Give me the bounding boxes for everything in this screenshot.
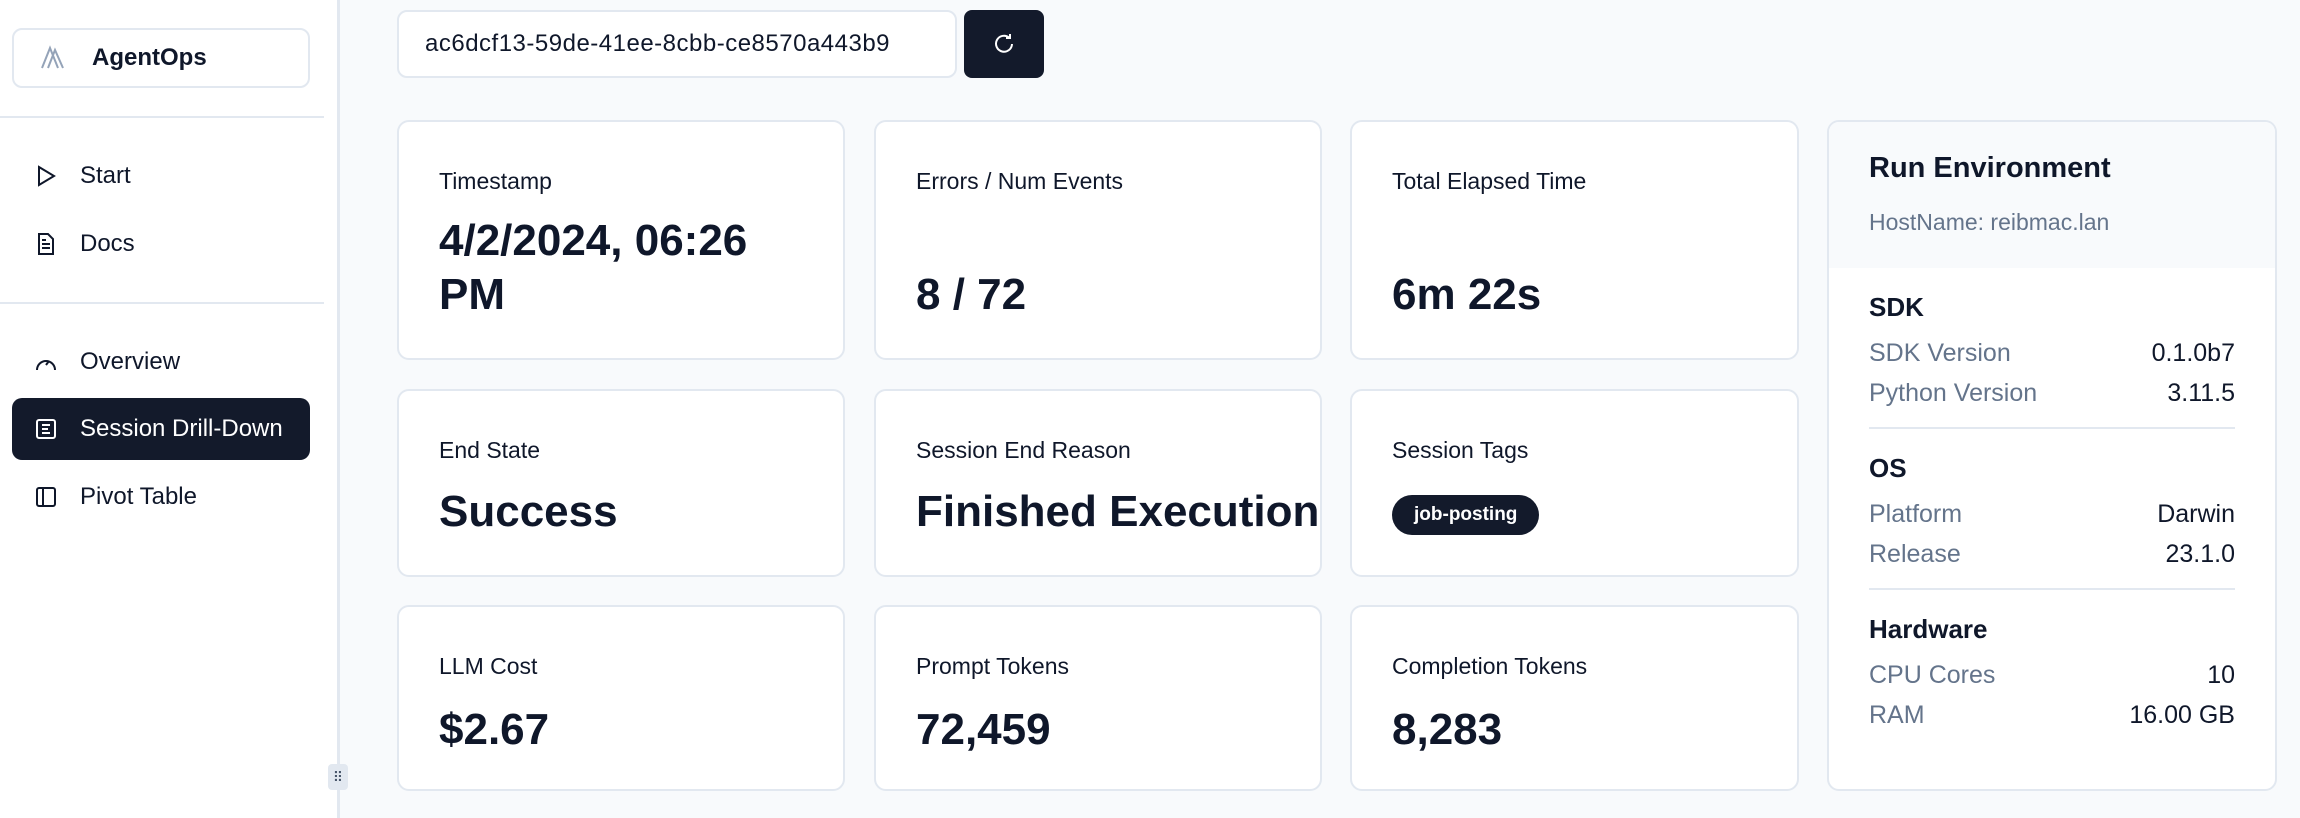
sidebar-item-label: Overview <box>80 348 181 375</box>
section-title: Hardware <box>1869 614 1988 644</box>
env-key: Python Version <box>1869 379 2038 407</box>
play-icon <box>38 165 56 187</box>
env-hostname: HostName: reibmac.lan <box>1869 209 2110 235</box>
card-label: End State <box>439 437 541 463</box>
env-value: 10 <box>2207 661 2235 689</box>
env-header: Run Environment HostName: reibmac.lan <box>1829 122 2275 268</box>
card-label: Session End Reason <box>916 437 1131 463</box>
card-value: Success <box>439 487 618 536</box>
session-tags-card: Session Tags job-posting <box>1350 389 1799 577</box>
card-value: 4/2/2024, 06:26 PM <box>439 216 748 319</box>
brand-logo[interactable]: AgentOps <box>12 28 310 88</box>
sidebar-item-pivot-table[interactable]: Pivot Table <box>12 466 310 528</box>
divider <box>1869 427 2235 429</box>
env-key: Platform <box>1869 500 1963 528</box>
sidebar-item-label: Session Drill-Down <box>80 415 283 442</box>
columns-icon <box>36 487 56 507</box>
card-value: 8,283 <box>1392 705 1503 754</box>
env-section-sdk: SDK SDK Version 0.1.0b7 Python Version 3.1… <box>1829 292 2275 413</box>
env-key: SDK Version <box>1869 339 2011 367</box>
timestamp-card: Timestamp 4/2/2024, 06:26 PM <box>397 120 845 360</box>
env-key: RAM <box>1869 701 1925 729</box>
card-value: Finished Execution <box>916 487 1320 536</box>
llm-cost-card: LLM Cost $2.67 <box>397 605 845 791</box>
env-row: Platform Darwin <box>1869 494 2235 534</box>
card-label: LLM Cost <box>439 653 538 679</box>
session-id-input[interactable]: ac6dcf13-59de-41ee-8cbb-ce8570a443b9 <box>397 10 957 78</box>
agentops-logo-icon <box>41 45 64 69</box>
document-icon <box>38 233 54 255</box>
card-label: Errors / Num Events <box>916 168 1124 194</box>
sidebar-item-start[interactable]: Start <box>12 145 310 207</box>
env-row: RAM 16.00 GB <box>1869 695 2235 735</box>
env-key: CPU Cores <box>1869 661 1996 689</box>
gauge-icon <box>36 360 56 371</box>
prompt-tokens-card: Prompt Tokens 72,459 <box>874 605 1322 791</box>
errors-card: Errors / Num Events 8 / 72 <box>874 120 1322 360</box>
elapsed-time-card: Total Elapsed Time 6m 22s <box>1350 120 1799 360</box>
sidebar-item-label: Start <box>80 162 131 189</box>
card-label: Completion Tokens <box>1392 653 1588 679</box>
section-title: OS <box>1869 453 1907 483</box>
env-row: SDK Version 0.1.0b7 <box>1869 333 2235 373</box>
divider <box>1869 588 2235 590</box>
divider <box>0 302 324 304</box>
card-label: Session Tags <box>1392 437 1529 463</box>
brand-name: AgentOps <box>92 44 207 71</box>
card-value: 6m 22s <box>1392 270 1542 319</box>
completion-tokens-card: Completion Tokens 8,283 <box>1350 605 1799 791</box>
env-row: Release 23.1.0 <box>1869 534 2235 574</box>
tag-badge[interactable]: job-posting <box>1392 495 1540 535</box>
sidebar-item-label: Docs <box>80 230 135 257</box>
sidebar-item-session-drill-down[interactable]: Session Drill-Down <box>12 398 310 460</box>
env-value: Darwin <box>2157 500 2235 528</box>
refresh-button[interactable] <box>964 10 1044 78</box>
env-key: Release <box>1869 540 1961 568</box>
env-section-hardware: Hardware CPU Cores 10 RAM 16.00 GB <box>1829 614 2275 735</box>
end-state-card: End State Success <box>397 389 845 577</box>
env-value: 3.11.5 <box>2167 379 2235 407</box>
sidebar-resize-handle[interactable]: ⠿ <box>328 764 348 790</box>
card-value: $2.67 <box>439 705 550 754</box>
divider <box>0 116 324 118</box>
section-title: SDK <box>1869 292 1924 322</box>
sidebar-item-overview[interactable]: Overview <box>12 331 310 393</box>
env-value: 16.00 GB <box>2129 701 2235 729</box>
sidebar-item-docs[interactable]: Docs <box>12 213 310 275</box>
card-label: Prompt Tokens <box>916 653 1069 679</box>
end-reason-card: Session End Reason Finished Execution <box>874 389 1322 577</box>
list-icon <box>36 419 56 439</box>
env-value: 23.1.0 <box>2165 540 2235 568</box>
env-row: CPU Cores 10 <box>1869 655 2235 695</box>
card-label: Total Elapsed Time <box>1392 168 1587 194</box>
env-title: Run Environment <box>1869 152 2111 184</box>
env-section-os: OS Platform Darwin Release 23.1.0 <box>1829 453 2275 574</box>
card-label: Timestamp <box>439 168 552 194</box>
card-value: 72,459 <box>916 705 1051 754</box>
card-value: 8 / 72 <box>916 270 1027 319</box>
run-environment-card: Run Environment HostName: reibmac.lan SD… <box>1827 120 2277 791</box>
sidebar: AgentOps Start Docs Overview Session Dri… <box>0 0 340 818</box>
env-value: 0.1.0b7 <box>2151 339 2235 367</box>
env-row: Python Version 3.11.5 <box>1869 373 2235 413</box>
refresh-icon <box>995 34 1013 53</box>
sidebar-item-label: Pivot Table <box>80 483 197 510</box>
